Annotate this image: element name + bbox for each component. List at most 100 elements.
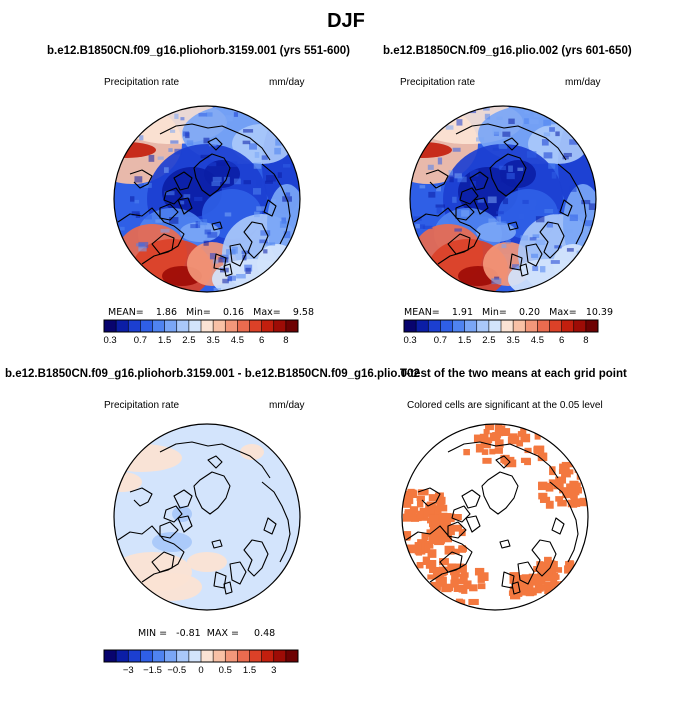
precip-cell: [434, 109, 444, 115]
coastline: [207, 137, 223, 151]
significant-cell: [562, 586, 572, 593]
coastline: [417, 487, 441, 507]
colorbar-tick-label: 4.5: [230, 335, 244, 346]
significant-cell: [505, 459, 517, 468]
significant-cell: [563, 487, 574, 495]
panel2-colorbar-ticklabels: 0.3 0.7 1.5 2.5 3.5 4.5 6 8: [403, 335, 598, 347]
significant-cell: [434, 509, 441, 518]
precip-cell: [524, 118, 529, 125]
significant-cell: [443, 583, 454, 592]
precip-cell: [457, 176, 467, 183]
precip-cell: [585, 133, 595, 140]
significant-cell: [451, 574, 459, 581]
coastline: [425, 169, 449, 189]
significant-cell: [437, 537, 446, 544]
colorbar-swatch: [452, 320, 465, 332]
significant-cell: [544, 585, 554, 595]
precip-field: [410, 142, 452, 158]
precip-cell: [448, 170, 453, 176]
significant-cell: [484, 437, 493, 444]
significant-cell: [534, 432, 541, 440]
precip-field: [508, 259, 588, 292]
precip-cell: [223, 176, 230, 184]
precip-cell: [243, 180, 251, 185]
colorbar-tick-label: 0.7: [133, 335, 147, 346]
significant-cell: [431, 521, 440, 531]
coastline: [159, 441, 271, 479]
precip-cell: [130, 196, 135, 202]
colorbar-tick-label: 6: [258, 335, 265, 346]
precip-cell: [502, 198, 509, 205]
colorbar-swatch: [404, 320, 417, 332]
precip-cell: [208, 162, 217, 167]
precip-cell: [456, 119, 463, 126]
precip-cell: [114, 293, 121, 297]
significant-cell: [544, 581, 554, 589]
significant-cell: [461, 586, 468, 594]
precip-cell: [449, 177, 454, 183]
significant-cell: [554, 567, 563, 573]
panel4-note: Colored cells are significant at the 0.0…: [407, 400, 603, 411]
colorbar-swatch: [416, 320, 429, 332]
colorbar-swatch: [213, 650, 226, 662]
significant-cell: [457, 578, 466, 585]
significant-cell: [485, 424, 494, 431]
precip-cell: [567, 114, 574, 118]
precip-cell: [174, 113, 179, 119]
precip-cell: [501, 244, 507, 249]
coastline: [243, 221, 269, 259]
significant-cell: [452, 564, 462, 571]
precip-cell: [543, 119, 551, 127]
significant-cell: [451, 524, 463, 532]
precip-cell: [215, 219, 224, 227]
precip-cell: [569, 185, 577, 192]
panel3-units-label: mm/day: [269, 400, 305, 411]
precip-cell: [257, 281, 266, 289]
precip-cell: [526, 151, 537, 158]
precip-cell: [170, 129, 176, 133]
significant-cell: [403, 498, 412, 508]
precip-cell: [422, 106, 430, 111]
panel2-map: [409, 105, 597, 293]
precip-cell: [270, 198, 277, 205]
panel1-colorbar-ticklabels: 0.3 0.7 1.5 2.5 3.5 4.5 6 8: [103, 335, 298, 347]
significant-cell: [450, 579, 459, 588]
precip-cell: [566, 248, 574, 252]
precip-cell: [116, 109, 125, 115]
significant-cell: [514, 585, 523, 593]
significant-cell: [538, 563, 546, 572]
precip-cell: [138, 246, 147, 252]
precip-cell: [535, 239, 546, 246]
colorbar-swatch: [513, 320, 526, 332]
coastline: [461, 489, 481, 509]
panel2-variable-label: Precipitation rate: [400, 77, 476, 88]
precip-cell: [422, 225, 433, 230]
colorbar-tick-label: 0: [198, 665, 204, 676]
panel2-title: b.e12.B1850CN.f09_g16.plio.002 (yrs 601-…: [383, 45, 632, 57]
precip-cell: [569, 214, 578, 222]
precip-cell: [563, 152, 572, 157]
coastline: [503, 137, 519, 151]
precip-cell: [163, 167, 169, 173]
significant-cell: [520, 433, 531, 443]
precip-cell: [595, 166, 596, 174]
coastline: [261, 481, 291, 563]
panel1-stats: MEAN= 1.86 Min= 0.16 Max= 9.58: [108, 307, 314, 318]
precip-cell: [540, 266, 546, 273]
precip-cell: [205, 225, 214, 232]
precip-cell: [139, 135, 144, 141]
precip-cell: [290, 282, 298, 287]
panel1-colorbar: [103, 319, 299, 333]
precip-cell: [529, 237, 537, 241]
coastline: [177, 197, 193, 215]
precip-cell: [496, 221, 507, 225]
coastline: [455, 123, 567, 161]
colorbar-swatch: [104, 650, 117, 662]
precip-cell: [233, 112, 239, 117]
significant-cell: [438, 566, 448, 576]
precip-cell: [254, 282, 264, 286]
precip-cell: [508, 118, 515, 125]
precip-cell: [588, 203, 596, 210]
significant-cell: [575, 462, 586, 471]
significant-cell: [411, 514, 420, 522]
